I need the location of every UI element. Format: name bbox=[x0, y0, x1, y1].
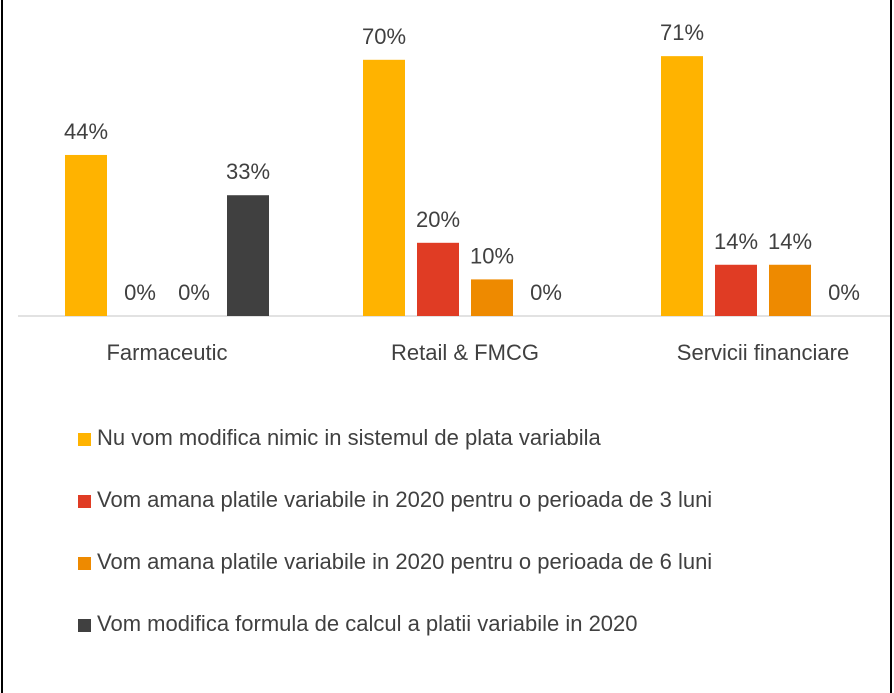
legend-label: Vom amana platile variabile in 2020 pent… bbox=[97, 487, 713, 512]
bar bbox=[227, 195, 269, 316]
data-label: 70% bbox=[362, 24, 406, 49]
data-label: 0% bbox=[530, 280, 562, 305]
legend-label: Nu vom modifica nimic in sistemul de pla… bbox=[97, 425, 601, 450]
legend-item: Vom modifica formula de calcul a platii … bbox=[78, 610, 878, 638]
x-tick-label: Farmaceutic bbox=[106, 340, 227, 365]
bar bbox=[363, 59, 405, 317]
bar bbox=[715, 264, 757, 316]
bar bbox=[65, 154, 107, 316]
data-label: 44% bbox=[64, 119, 108, 144]
legend-item: Nu vom modifica nimic in sistemul de pla… bbox=[78, 424, 878, 452]
x-tick-label: Retail & FMCG bbox=[391, 340, 539, 365]
data-label: 14% bbox=[768, 229, 812, 254]
x-tick-label: Servicii financiare bbox=[677, 340, 849, 365]
legend-swatch bbox=[78, 619, 91, 632]
legend: Nu vom modifica nimic in sistemul de pla… bbox=[78, 424, 878, 672]
bar bbox=[417, 242, 459, 316]
bar bbox=[471, 279, 513, 316]
data-label: 0% bbox=[178, 280, 210, 305]
bar bbox=[769, 264, 811, 316]
data-label: 71% bbox=[660, 20, 704, 45]
legend-label: Vom modifica formula de calcul a platii … bbox=[97, 611, 638, 636]
legend-swatch bbox=[78, 433, 91, 446]
data-label: 0% bbox=[124, 280, 156, 305]
legend-item: Vom amana platile variabile in 2020 pent… bbox=[78, 548, 878, 576]
bar bbox=[661, 56, 703, 316]
data-label: 20% bbox=[416, 207, 460, 232]
data-label: 33% bbox=[226, 159, 270, 184]
legend-swatch bbox=[78, 495, 91, 508]
data-label: 10% bbox=[470, 243, 514, 268]
data-label: 0% bbox=[828, 280, 860, 305]
legend-item: Vom amana platile variabile in 2020 pent… bbox=[78, 486, 878, 514]
legend-swatch bbox=[78, 557, 91, 570]
data-label: 14% bbox=[714, 229, 758, 254]
legend-label: Vom amana platile variabile in 2020 pent… bbox=[97, 549, 713, 574]
